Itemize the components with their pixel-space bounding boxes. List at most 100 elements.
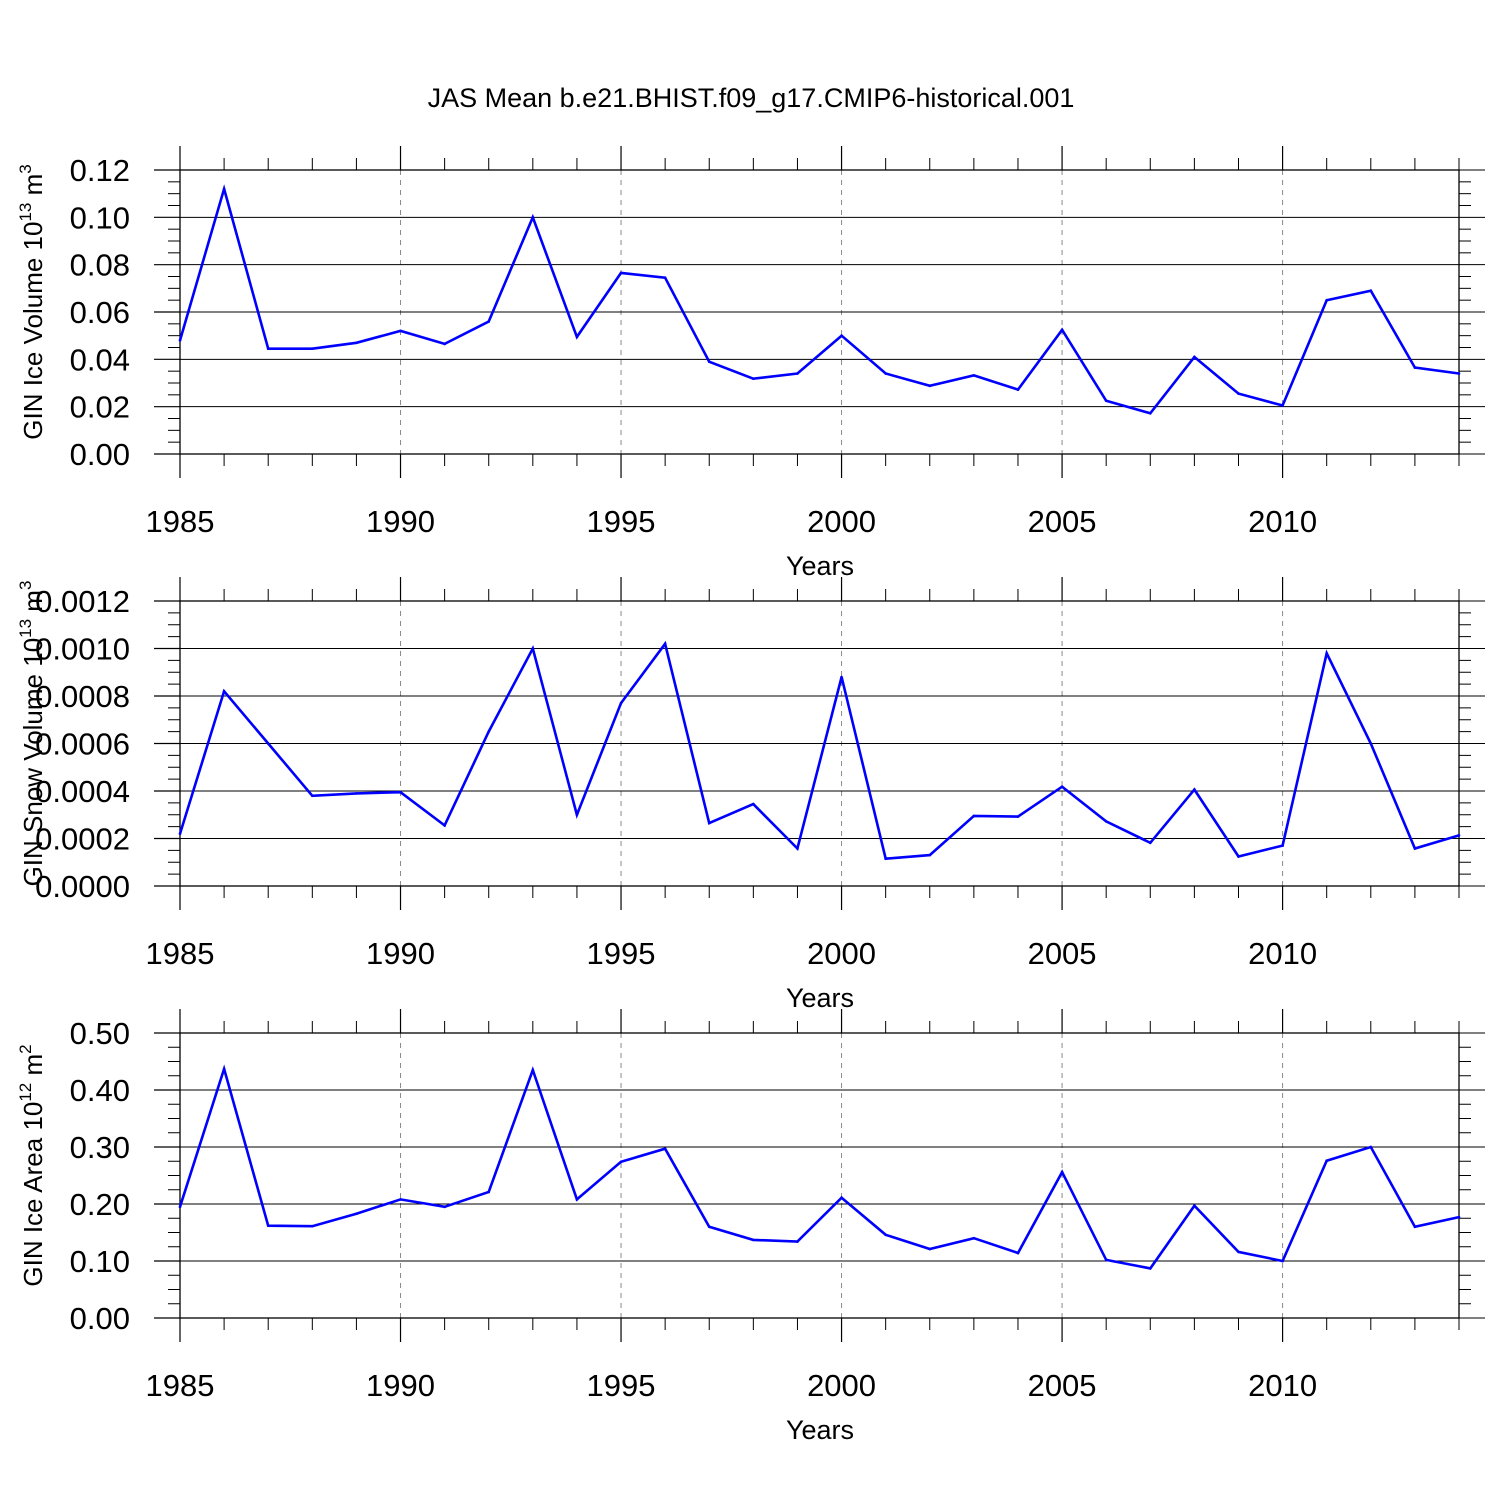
data-point bbox=[1193, 355, 1196, 359]
data-point bbox=[399, 329, 402, 333]
data-point bbox=[619, 701, 623, 705]
data-point bbox=[399, 1198, 402, 1201]
data-point bbox=[619, 271, 623, 275]
y-tick-label: 0.0008 bbox=[35, 679, 130, 714]
data-point bbox=[884, 857, 887, 860]
data-point bbox=[222, 689, 226, 693]
data-point bbox=[1325, 1159, 1328, 1162]
data-point bbox=[1413, 1225, 1417, 1229]
data-point bbox=[972, 814, 976, 818]
data-point bbox=[1457, 372, 1461, 375]
data-point bbox=[1413, 847, 1417, 850]
x-tick-label: 2010 bbox=[1248, 504, 1317, 539]
data-point bbox=[575, 1198, 579, 1201]
x-tick-label: 1985 bbox=[146, 1368, 215, 1403]
data-point bbox=[796, 1240, 799, 1243]
data-point bbox=[266, 1224, 270, 1227]
data-point bbox=[399, 790, 402, 794]
data-point bbox=[222, 187, 226, 191]
data-point bbox=[531, 216, 535, 219]
data-point bbox=[840, 1196, 843, 1200]
data-point bbox=[707, 1225, 711, 1229]
data-point bbox=[1281, 404, 1284, 407]
data-point bbox=[1148, 411, 1152, 415]
data-point bbox=[311, 794, 314, 798]
x-tick-label: 1990 bbox=[366, 936, 435, 971]
x-tick-label: 2000 bbox=[807, 504, 876, 539]
y-axis-label: GIN Snow Volume 1013 m3 bbox=[16, 581, 48, 887]
data-point bbox=[531, 647, 535, 650]
data-point bbox=[1060, 1170, 1064, 1174]
data-point bbox=[1148, 841, 1152, 845]
y-tick-label: 0.20 bbox=[70, 1187, 130, 1222]
data-point bbox=[796, 847, 799, 850]
data-point bbox=[752, 1238, 755, 1242]
data-point bbox=[178, 1205, 182, 1209]
plot-frame bbox=[179, 1032, 1460, 1319]
data-point bbox=[355, 1212, 358, 1215]
y-tick-label: 0.50 bbox=[70, 1016, 130, 1051]
data-point bbox=[884, 1233, 887, 1237]
data-point bbox=[311, 347, 314, 350]
data-point bbox=[928, 853, 932, 857]
data-point bbox=[1193, 788, 1196, 791]
data-point bbox=[487, 730, 491, 733]
y-tick-label: 0.00 bbox=[70, 1301, 130, 1336]
data-point bbox=[707, 360, 711, 364]
data-point bbox=[1281, 1259, 1284, 1263]
plot-frame bbox=[179, 600, 1460, 887]
y-tick-label: 0.0002 bbox=[35, 822, 130, 857]
data-point bbox=[1016, 815, 1020, 818]
data-point bbox=[752, 377, 755, 381]
y-tick-label: 0.10 bbox=[70, 1244, 130, 1279]
data-point bbox=[1060, 785, 1064, 789]
data-point bbox=[222, 1067, 226, 1071]
data-point bbox=[1104, 399, 1108, 403]
y-tick-label: 0.0000 bbox=[35, 869, 130, 904]
data-point bbox=[1413, 366, 1417, 369]
data-point bbox=[884, 372, 887, 375]
y-tick-label: 0.0004 bbox=[35, 774, 130, 809]
x-tick-label: 2000 bbox=[807, 1368, 876, 1403]
x-tick-label: 2005 bbox=[1028, 936, 1097, 971]
y-tick-label: 0.30 bbox=[70, 1130, 130, 1165]
data-point bbox=[531, 1068, 535, 1072]
data-point bbox=[178, 832, 182, 836]
ice-area-panel: 1985 1990 1995 2000 2005 2010 0.00 0.10 0.20 0.30… bbox=[16, 1009, 1485, 1445]
y-tick-label: 0.04 bbox=[70, 342, 130, 377]
data-point bbox=[443, 342, 446, 346]
y-tick-label: 0.40 bbox=[70, 1073, 130, 1108]
data-point bbox=[1237, 392, 1240, 395]
data-point bbox=[707, 821, 711, 825]
y-tick-label: 0.06 bbox=[70, 295, 130, 330]
data-point bbox=[663, 642, 667, 646]
data-point bbox=[840, 334, 843, 337]
data-point bbox=[619, 1160, 623, 1164]
y-tick-label: 0.08 bbox=[70, 248, 130, 283]
data-point bbox=[663, 276, 667, 279]
y-tick-label: 0.0012 bbox=[35, 584, 130, 619]
data-point bbox=[178, 339, 182, 342]
data-point bbox=[1060, 328, 1064, 332]
x-tick-label: 1995 bbox=[587, 504, 656, 539]
data-point bbox=[487, 1190, 491, 1194]
y-tick-label: 0.00 bbox=[70, 437, 130, 472]
data-point bbox=[972, 374, 976, 377]
snow-volume-panel: 1985 1990 1995 2000 2005 2010 0.0000 0.0002 0.00… bbox=[16, 577, 1485, 1013]
data-point bbox=[972, 1236, 976, 1240]
plot-frame bbox=[179, 169, 1460, 455]
data-point bbox=[1325, 298, 1328, 302]
data-point bbox=[355, 792, 358, 795]
x-tick-label: 2005 bbox=[1028, 504, 1097, 539]
data-point bbox=[1016, 388, 1020, 391]
data-point bbox=[1104, 820, 1108, 823]
data-point bbox=[663, 1147, 667, 1151]
y-tick-label: 0.0006 bbox=[35, 727, 130, 762]
data-point bbox=[1369, 742, 1373, 745]
x-axis-label: Years bbox=[786, 1415, 854, 1445]
data-point bbox=[840, 675, 843, 679]
data-point bbox=[1148, 1267, 1152, 1270]
y-tick-label: 0.12 bbox=[70, 153, 130, 188]
data-point bbox=[487, 320, 491, 323]
data-point bbox=[1237, 855, 1240, 858]
